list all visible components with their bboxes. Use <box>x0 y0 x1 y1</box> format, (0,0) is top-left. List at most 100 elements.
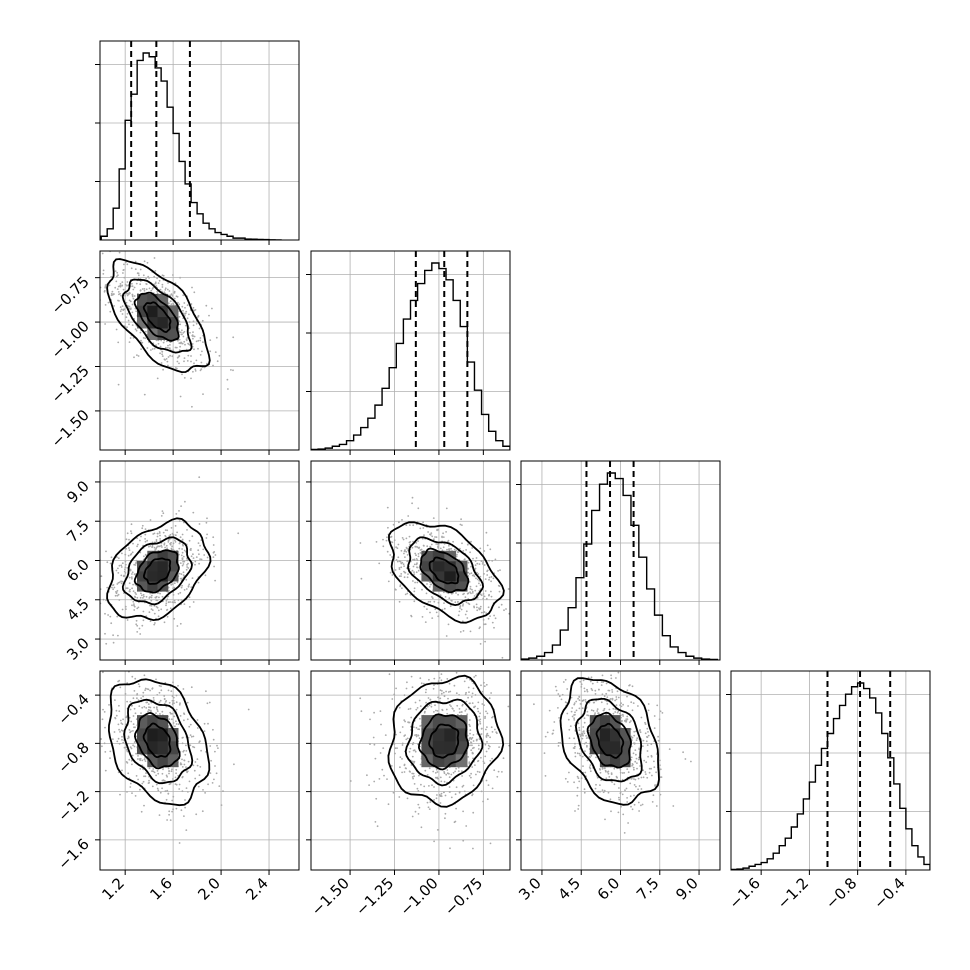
scatter-point <box>121 769 123 772</box>
scatter-point <box>426 774 429 776</box>
scatter-point <box>195 556 198 558</box>
scatter-point <box>211 307 213 310</box>
scatter-point <box>410 716 413 719</box>
scatter-point <box>209 772 212 774</box>
scatter-point <box>580 777 583 780</box>
scatter-point <box>192 320 195 323</box>
scatter-point <box>485 683 488 686</box>
scatter-point <box>379 710 382 712</box>
contour-line <box>595 722 625 759</box>
scatter-point <box>93 728 95 730</box>
scatter-point <box>672 805 675 807</box>
scatter-point <box>117 383 120 386</box>
scatter-point <box>136 697 138 700</box>
scatter-point <box>450 705 452 708</box>
scatter-point <box>210 759 213 762</box>
scatter-point <box>625 718 628 720</box>
scatter-point <box>150 608 153 610</box>
scatter-point <box>212 728 214 731</box>
scatter-point <box>122 272 124 274</box>
scatter-point <box>216 744 218 747</box>
scatter-point <box>181 766 184 768</box>
scatter-point <box>478 715 481 718</box>
scatter-point <box>192 511 195 514</box>
scatter-point <box>156 545 159 548</box>
scatter-point <box>205 537 208 539</box>
y-tick-label: −1.00 <box>48 317 93 362</box>
density-cells <box>137 550 179 592</box>
scatter-point <box>126 281 129 283</box>
scatter-point <box>602 791 605 794</box>
scatter-point <box>123 570 126 573</box>
scatter-point <box>168 783 171 786</box>
scatter-point <box>150 594 153 597</box>
scatter-point <box>166 340 168 343</box>
density-panel-2-0: 3.04.56.07.59.0 <box>63 460 300 665</box>
scatter-point <box>627 771 630 774</box>
scatter-point <box>218 785 221 787</box>
scatter-point <box>182 571 185 574</box>
density-cell <box>167 560 179 572</box>
x-tick-label: 2.0 <box>194 874 224 904</box>
scatter-point <box>121 305 124 307</box>
density-cell <box>455 581 468 592</box>
scatter-point <box>682 751 684 754</box>
scatter-point <box>130 523 133 526</box>
scatter-point <box>634 778 637 781</box>
scatter-point <box>157 789 160 792</box>
scatter-point <box>185 829 188 831</box>
scatter-point <box>184 343 186 346</box>
scatter-point <box>93 569 95 571</box>
scatter-point <box>183 330 186 333</box>
scatter-point <box>557 707 559 709</box>
scatter-point <box>161 353 164 356</box>
scatter-point <box>168 290 171 292</box>
scatter-point <box>428 678 430 681</box>
scatter-point <box>409 524 411 526</box>
scatter-point <box>457 593 459 596</box>
scatter-point <box>415 558 418 560</box>
scatter-point <box>143 555 145 558</box>
scatter-point <box>459 547 461 550</box>
scatter-point <box>144 337 147 340</box>
density-cell <box>167 728 179 742</box>
scatter-point <box>182 309 184 312</box>
scatter-point <box>131 303 134 306</box>
scatter-point <box>588 755 591 758</box>
scatter-point <box>650 743 653 746</box>
scatter-point <box>136 545 139 548</box>
scatter-point <box>155 344 158 346</box>
scatter-point <box>155 678 157 681</box>
scatter-point <box>192 553 194 556</box>
histogram-step <box>731 682 930 870</box>
scatter-point <box>601 789 604 791</box>
scatter-point <box>457 770 460 772</box>
density-cell <box>147 741 158 755</box>
scatter-point <box>415 542 418 544</box>
scatter-point <box>391 574 394 576</box>
scatter-point <box>186 718 189 721</box>
scatter-point <box>206 533 209 536</box>
scatter-point <box>171 355 174 358</box>
scatter-point <box>557 742 560 744</box>
scatter-point <box>583 742 586 745</box>
scatter-point <box>374 757 377 760</box>
scatter-point <box>161 510 164 512</box>
scatter-point <box>188 606 191 608</box>
scatter-point <box>135 593 138 595</box>
scatter-point <box>167 724 170 727</box>
scatter-point <box>95 614 97 616</box>
scatter-point <box>159 352 162 355</box>
scatter-point <box>409 707 412 710</box>
density-cell <box>167 571 179 582</box>
scatter-point <box>180 763 183 766</box>
scatter-point <box>516 797 518 799</box>
scatter-point <box>172 696 175 699</box>
scatter-point <box>125 608 127 610</box>
scatter-point <box>404 593 407 596</box>
scatter-point <box>462 784 465 787</box>
scatter-point <box>171 703 174 706</box>
scatter-point <box>517 592 519 594</box>
scatter-point <box>368 784 370 786</box>
scatter-point <box>385 539 388 542</box>
